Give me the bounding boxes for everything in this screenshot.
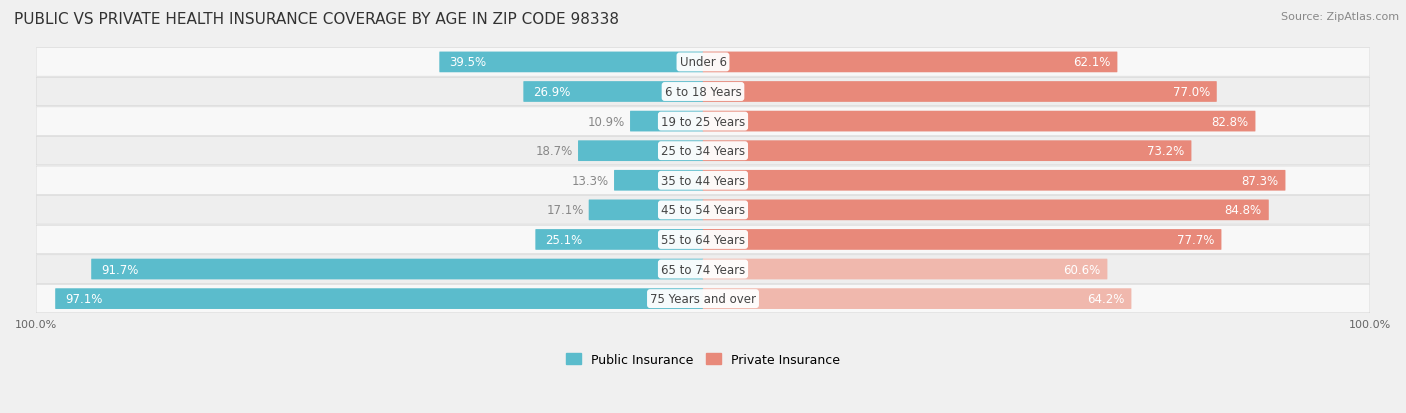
- FancyBboxPatch shape: [703, 200, 1268, 221]
- Text: 91.7%: 91.7%: [101, 263, 139, 276]
- FancyBboxPatch shape: [703, 171, 1285, 191]
- Text: 10.9%: 10.9%: [588, 115, 626, 128]
- Legend: Public Insurance, Private Insurance: Public Insurance, Private Insurance: [567, 353, 839, 366]
- Text: 25 to 34 Years: 25 to 34 Years: [661, 145, 745, 158]
- Text: 25.1%: 25.1%: [546, 233, 583, 246]
- FancyBboxPatch shape: [614, 171, 703, 191]
- Text: Under 6: Under 6: [679, 56, 727, 69]
- Text: 17.1%: 17.1%: [547, 204, 583, 217]
- Text: 39.5%: 39.5%: [450, 56, 486, 69]
- Text: 18.7%: 18.7%: [536, 145, 574, 158]
- FancyBboxPatch shape: [536, 230, 703, 250]
- FancyBboxPatch shape: [630, 112, 703, 132]
- Text: 82.8%: 82.8%: [1212, 115, 1249, 128]
- FancyBboxPatch shape: [703, 82, 1216, 102]
- Text: 84.8%: 84.8%: [1225, 204, 1261, 217]
- FancyBboxPatch shape: [37, 285, 1369, 313]
- Text: PUBLIC VS PRIVATE HEALTH INSURANCE COVERAGE BY AGE IN ZIP CODE 98338: PUBLIC VS PRIVATE HEALTH INSURANCE COVER…: [14, 12, 619, 27]
- FancyBboxPatch shape: [37, 167, 1369, 195]
- FancyBboxPatch shape: [523, 82, 703, 102]
- FancyBboxPatch shape: [439, 52, 703, 73]
- Text: 75 Years and over: 75 Years and over: [650, 292, 756, 305]
- FancyBboxPatch shape: [703, 289, 1132, 309]
- FancyBboxPatch shape: [589, 200, 703, 221]
- FancyBboxPatch shape: [91, 259, 703, 280]
- Text: 60.6%: 60.6%: [1063, 263, 1101, 276]
- FancyBboxPatch shape: [37, 196, 1369, 225]
- Text: 26.9%: 26.9%: [534, 86, 571, 99]
- FancyBboxPatch shape: [37, 78, 1369, 107]
- Text: 87.3%: 87.3%: [1241, 174, 1278, 188]
- Text: 77.7%: 77.7%: [1177, 233, 1215, 246]
- FancyBboxPatch shape: [37, 225, 1369, 254]
- Text: Source: ZipAtlas.com: Source: ZipAtlas.com: [1281, 12, 1399, 22]
- Text: 55 to 64 Years: 55 to 64 Years: [661, 233, 745, 246]
- FancyBboxPatch shape: [703, 52, 1118, 73]
- FancyBboxPatch shape: [703, 112, 1256, 132]
- FancyBboxPatch shape: [703, 259, 1108, 280]
- Text: 97.1%: 97.1%: [66, 292, 103, 305]
- Text: 35 to 44 Years: 35 to 44 Years: [661, 174, 745, 188]
- FancyBboxPatch shape: [37, 137, 1369, 166]
- FancyBboxPatch shape: [55, 289, 703, 309]
- FancyBboxPatch shape: [37, 255, 1369, 284]
- Text: 64.2%: 64.2%: [1087, 292, 1125, 305]
- Text: 45 to 54 Years: 45 to 54 Years: [661, 204, 745, 217]
- Text: 13.3%: 13.3%: [572, 174, 609, 188]
- FancyBboxPatch shape: [703, 141, 1191, 161]
- Text: 62.1%: 62.1%: [1073, 56, 1111, 69]
- Text: 19 to 25 Years: 19 to 25 Years: [661, 115, 745, 128]
- FancyBboxPatch shape: [703, 230, 1222, 250]
- Text: 77.0%: 77.0%: [1173, 86, 1209, 99]
- Text: 73.2%: 73.2%: [1147, 145, 1184, 158]
- Text: 65 to 74 Years: 65 to 74 Years: [661, 263, 745, 276]
- FancyBboxPatch shape: [578, 141, 703, 161]
- Text: 6 to 18 Years: 6 to 18 Years: [665, 86, 741, 99]
- FancyBboxPatch shape: [37, 108, 1369, 136]
- FancyBboxPatch shape: [37, 49, 1369, 77]
